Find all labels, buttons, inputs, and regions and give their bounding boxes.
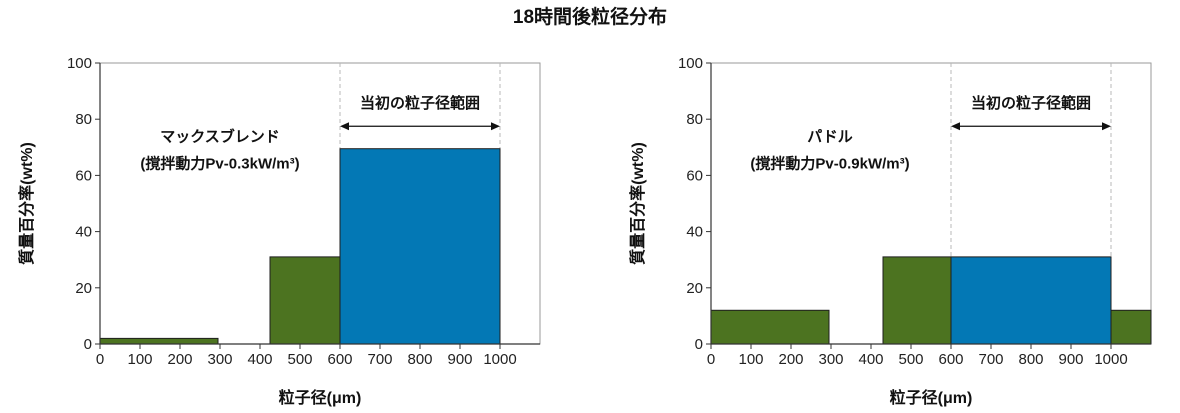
chart2-y-tick-label-20: 20 (686, 280, 703, 297)
chart2-range-arrow-left-head (951, 122, 960, 131)
chart2-y-tick-label-100: 100 (678, 55, 703, 72)
chart2-y-tick-label-80: 80 (686, 111, 703, 128)
chart1-x-tick-label-300: 300 (207, 351, 232, 368)
chart2-x-tick-label-600: 600 (938, 351, 963, 368)
chart1-y-tick-label-80: 80 (75, 111, 92, 128)
chart2-y-tick-label-60: 60 (686, 167, 703, 184)
chart2-y-tick-label-0: 0 (695, 336, 703, 353)
chart2-range-label: 当初の粒子径範囲 (971, 94, 1091, 112)
chart1-y-tick-label-100: 100 (67, 55, 92, 72)
chart1-bar-2 (339, 148, 501, 345)
chart2-annotation-line-1: (撹拌動力Pv-0.9kW/m³) (750, 155, 909, 173)
chart1-range-arrow-right-head (491, 122, 500, 131)
chart2-x-tick-label-400: 400 (858, 351, 883, 368)
chart2-x-tick-label-1000: 1000 (1094, 351, 1127, 368)
chart2-x-tick-label-700: 700 (978, 351, 1003, 368)
chart1-y-tick-label-40: 40 (75, 224, 92, 241)
chart2-y-tick-label-40: 40 (686, 224, 703, 241)
chart1-x-axis-label: 粒子径(μm) (279, 388, 362, 407)
chart2-x-tick-label-200: 200 (778, 351, 803, 368)
chart1-annotation-line-0: マックスブレンド (160, 128, 280, 146)
chart2-bar-3 (1110, 309, 1152, 345)
chart2-x-tick-label-800: 800 (1018, 351, 1043, 368)
chart1-x-tick-label-400: 400 (247, 351, 272, 368)
chart2-y-axis-label: 質量百分率(wt%) (628, 142, 647, 265)
chart1-annotation-line-1: (撹拌動力Pv-0.3kW/m³) (140, 155, 299, 173)
chart2-bar-1 (882, 256, 952, 345)
chart1-range-label: 当初の粒子径範囲 (360, 94, 480, 112)
chart1-x-tick-label-0: 0 (96, 351, 104, 368)
chart2-x-tick-label-900: 900 (1058, 351, 1083, 368)
chart1-x-tick-label-1000: 1000 (483, 351, 516, 368)
chart1-range-arrow-left-head (340, 122, 349, 131)
chart2-bar-2 (950, 256, 1112, 345)
chart1-y-tick-label-60: 60 (75, 167, 92, 184)
chart2-bar-0 (710, 309, 830, 345)
chart1-x-tick-label-900: 900 (447, 351, 472, 368)
chart1-y-tick-label-20: 20 (75, 280, 92, 297)
chart1-y-tick-label-0: 0 (84, 336, 92, 353)
chart2-x-tick-label-100: 100 (738, 351, 763, 368)
chart1-bar-1 (269, 256, 341, 345)
chart1-x-tick-label-100: 100 (127, 351, 152, 368)
chart1-x-tick-label-600: 600 (327, 351, 352, 368)
chart1-x-tick-label-800: 800 (407, 351, 432, 368)
chart1-x-tick-label-700: 700 (367, 351, 392, 368)
chart2-annotation-line-0: パドル (807, 129, 852, 146)
page-title: 18時間後粒径分布 (512, 7, 668, 28)
chart1-y-axis-label: 質量百分率(wt%) (17, 142, 36, 265)
chart1-x-tick-label-500: 500 (287, 351, 312, 368)
chart2-x-tick-label-500: 500 (898, 351, 923, 368)
chart2-x-tick-label-300: 300 (818, 351, 843, 368)
chart2-range-arrow-right-head (1102, 122, 1111, 131)
chart1-bar-0 (99, 337, 219, 345)
chart2-x-tick-label-0: 0 (707, 351, 715, 368)
chart1-x-tick-label-200: 200 (167, 351, 192, 368)
chart2-x-axis-label: 粒子径(μm) (890, 388, 973, 407)
